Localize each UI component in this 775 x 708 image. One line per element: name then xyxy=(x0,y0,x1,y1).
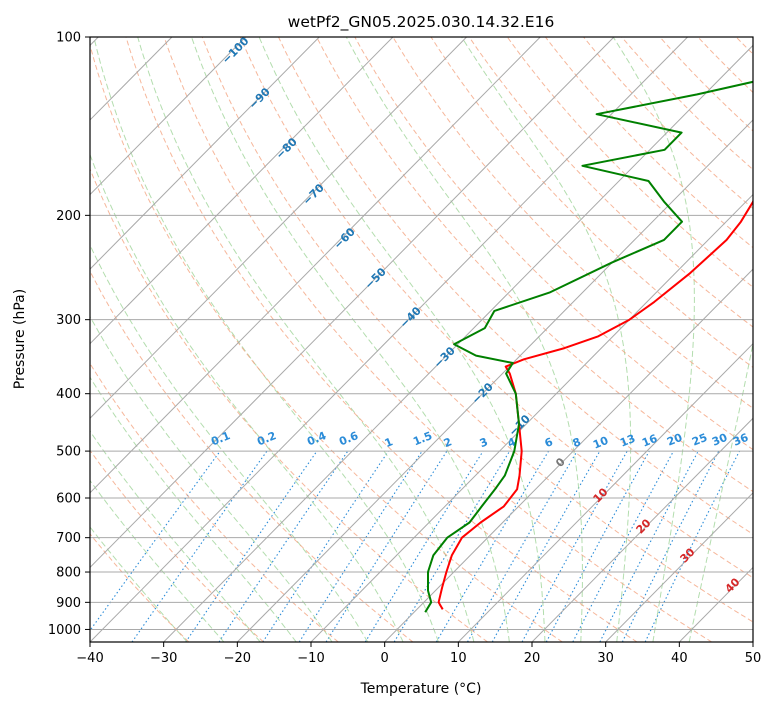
x-tick-label: 10 xyxy=(450,651,467,666)
axes: −40 −30 −20 −10 0 10 20 30 40 50 100 200 300 400 500 60… xyxy=(48,31,761,667)
chart-title: wetPf2_GN05.2025.030.14.32.E16 xyxy=(288,13,555,32)
plot-frame xyxy=(89,36,754,643)
mixing-ratio-line xyxy=(545,450,650,642)
isotherm-line xyxy=(90,37,688,642)
mixing-ratio-line xyxy=(325,450,448,642)
mixing-ratio-label: 2 xyxy=(442,435,454,450)
moist-adiabat-line xyxy=(90,315,333,642)
isotherm-line xyxy=(90,37,467,419)
moist-adiabat-line xyxy=(688,340,753,642)
mixing-ratio-label: 10 xyxy=(591,434,610,452)
moist-adiabat-line xyxy=(345,37,583,642)
mixing-ratio-line xyxy=(90,450,221,632)
y-tick-label: 700 xyxy=(56,531,81,546)
isotherm-line xyxy=(605,492,753,642)
isotherm-line xyxy=(457,342,753,642)
mixing-ratio-label: 36 xyxy=(731,431,750,449)
isotherm-line xyxy=(384,268,753,642)
x-tick-label: 20 xyxy=(524,651,541,666)
mixing-ratio-label: 1 xyxy=(383,435,395,450)
isotherm-line xyxy=(90,37,615,569)
y-tick-label: 900 xyxy=(56,596,81,611)
moist-adiabat-line xyxy=(90,479,225,642)
mixing-ratio-label: 16 xyxy=(640,432,659,450)
moist-adiabat-line xyxy=(90,153,404,642)
dry-adiabat-line xyxy=(90,43,563,642)
mixing-ratio-line xyxy=(364,450,484,642)
moist-adiabat-line xyxy=(461,37,632,642)
x-axis-label: Temperature (°C) xyxy=(360,681,482,697)
x-tick-label: −40 xyxy=(76,651,103,666)
x-tick-label: 50 xyxy=(745,651,762,666)
y-axis-label: Pressure (hPa) xyxy=(12,289,28,389)
y-tick-label: 400 xyxy=(56,387,81,402)
y-tick-label: 600 xyxy=(56,492,81,507)
dry-adiabat-line xyxy=(163,37,712,642)
dry-adiabats xyxy=(90,37,753,642)
isobar-grid xyxy=(90,37,753,630)
moist-adiabat-line xyxy=(90,244,369,642)
profile-line xyxy=(424,80,753,613)
dry-adiabat-line xyxy=(392,37,753,409)
mixing-ratio-line xyxy=(185,450,318,642)
mixing-ratio-label: 25 xyxy=(690,431,709,449)
x-tick-label: −20 xyxy=(224,651,251,666)
isotherm-line xyxy=(236,119,753,642)
dry-adiabat-line xyxy=(90,167,488,642)
mixing-ratio-line xyxy=(521,450,628,642)
mixing-ratio-label: 3 xyxy=(478,435,490,450)
mixing-ratio-label: 8 xyxy=(571,435,583,450)
moist-adiabat-line xyxy=(90,526,188,642)
mixing-ratio-line xyxy=(621,450,720,642)
x-tick-label: 40 xyxy=(671,651,688,666)
mixing-ratio-label: 20 xyxy=(665,431,684,449)
x-tick-label: −30 xyxy=(150,651,177,666)
isotherm-line xyxy=(90,37,541,494)
dry-adiabat-line xyxy=(90,270,414,642)
mixing-ratio-label: 13 xyxy=(618,432,637,450)
dry-adiabat-line xyxy=(278,37,753,535)
moist-adiabat-line xyxy=(90,430,261,642)
moist-adiabat-line xyxy=(137,37,475,642)
moist-adiabat-line xyxy=(90,376,297,642)
dry-adiabat-line xyxy=(239,37,753,579)
dry-adiabat-line xyxy=(201,37,753,623)
isotherm-line xyxy=(90,37,394,345)
mixing-ratio-line xyxy=(393,450,511,642)
isotherm-line xyxy=(90,37,246,196)
mixing-ratio-line xyxy=(218,450,349,642)
profile-line xyxy=(437,199,753,610)
y-tick-label: 500 xyxy=(56,445,81,460)
y-tick-label: 800 xyxy=(56,566,81,581)
mixing-ratio-line xyxy=(298,450,423,642)
moist-adiabat-line xyxy=(93,37,439,642)
isotherm-line xyxy=(310,193,753,642)
dry-adiabat-line xyxy=(354,37,753,451)
dry-adiabat-line xyxy=(90,533,190,642)
moist-adiabat-line xyxy=(258,37,546,642)
x-tick-label: −10 xyxy=(297,651,324,666)
dry-adiabat-line xyxy=(468,37,753,328)
mixing-ratio-line xyxy=(644,450,740,642)
isotherm-line xyxy=(90,37,320,270)
moist-adiabats xyxy=(90,37,753,642)
mixing-ratio-label: 30 xyxy=(710,431,729,449)
dry-adiabat-line xyxy=(316,37,753,493)
profile-series xyxy=(424,80,753,613)
y-tick-label: 200 xyxy=(56,209,81,224)
x-tick-label: 0 xyxy=(381,651,389,666)
y-tick-label: 1000 xyxy=(48,623,81,638)
moist-adiabat-line xyxy=(612,37,695,642)
y-tick-label: 100 xyxy=(56,31,81,46)
dry-adiabat-line xyxy=(125,37,638,642)
isotherm-line xyxy=(531,417,753,642)
isotherm-grid xyxy=(90,37,753,642)
y-tick-label: 300 xyxy=(56,313,81,328)
x-tick-label: 30 xyxy=(597,651,614,666)
